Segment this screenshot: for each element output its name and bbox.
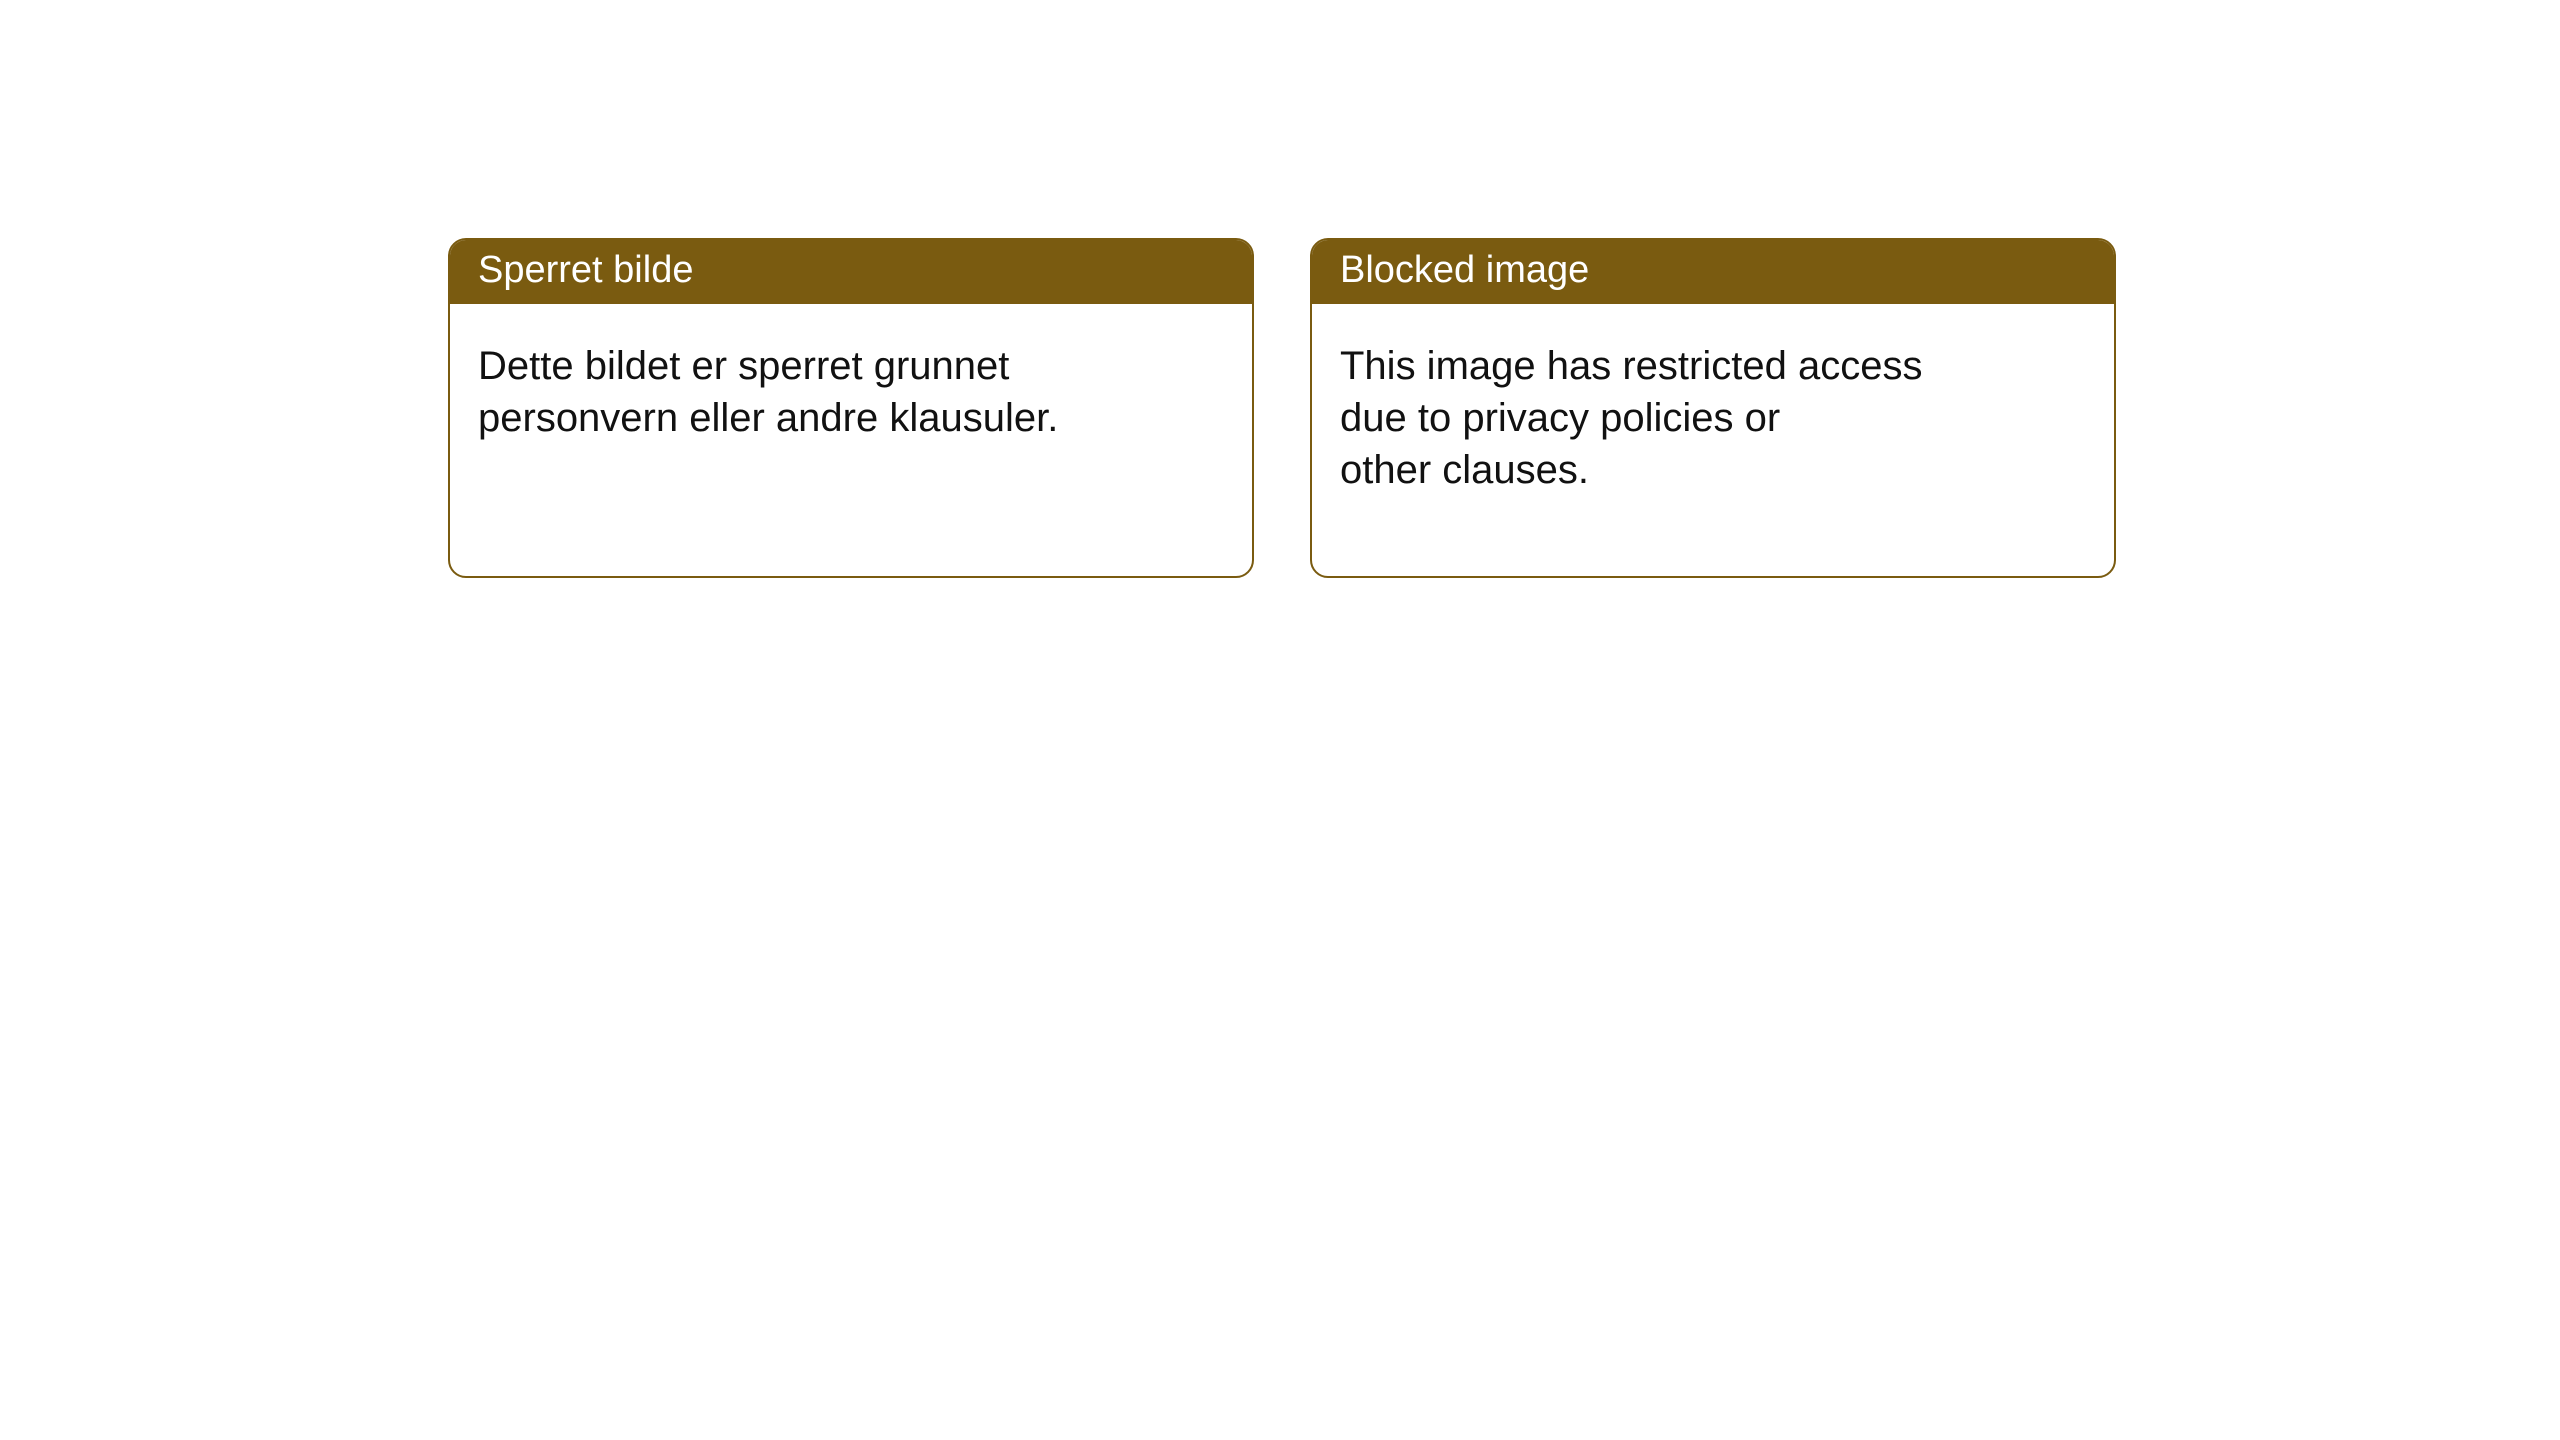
blocked-image-body-no: Dette bildet er sperret grunnet personve… [450, 304, 1252, 524]
blocked-image-header-no: Sperret bilde [450, 240, 1252, 304]
blocked-image-card-no: Sperret bilde Dette bildet er sperret gr… [448, 238, 1254, 578]
blocked-image-body-en: This image has restricted access due to … [1312, 304, 2114, 576]
notice-card-container: Sperret bilde Dette bildet er sperret gr… [0, 0, 2560, 578]
blocked-image-header-en: Blocked image [1312, 240, 2114, 304]
blocked-image-card-en: Blocked image This image has restricted … [1310, 238, 2116, 578]
